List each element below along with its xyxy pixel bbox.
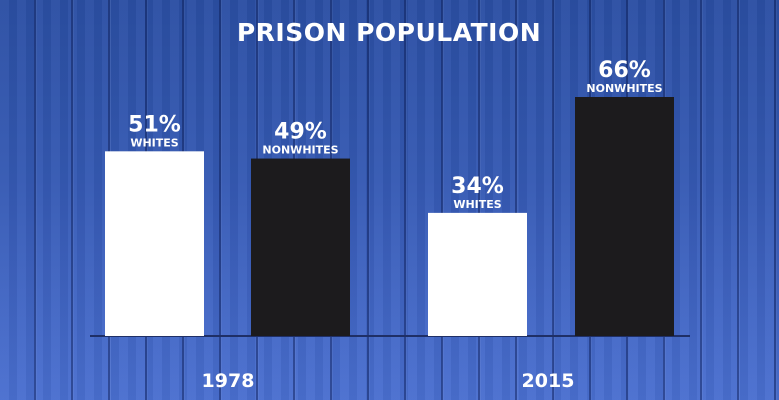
bars-group bbox=[105, 97, 674, 336]
series-label-nonwhites-2015: NONWHITES bbox=[586, 82, 662, 95]
series-label-whites-1978: WHITES bbox=[130, 136, 178, 149]
bar-whites-2015 bbox=[428, 212, 527, 336]
value-label-nonwhites-2015: 66% bbox=[598, 58, 651, 83]
chart-title: PRISON POPULATION bbox=[237, 18, 541, 47]
series-label-nonwhites-1978: NONWHITES bbox=[262, 144, 338, 157]
labels-group: 51%WHITES34%WHITES49%NONWHITES66%NONWHIT… bbox=[128, 58, 662, 392]
value-label-whites-2015: 34% bbox=[451, 174, 504, 199]
value-label-nonwhites-1978: 49% bbox=[274, 120, 327, 145]
category-label-2015: 2015 bbox=[522, 370, 575, 392]
series-label-whites-2015: WHITES bbox=[453, 198, 501, 211]
category-label-1978: 1978 bbox=[202, 370, 255, 392]
bar-nonwhites-2015 bbox=[575, 97, 674, 336]
value-label-whites-1978: 51% bbox=[128, 112, 181, 137]
bar-nonwhites-1978 bbox=[251, 158, 350, 336]
bar-whites-1978 bbox=[105, 151, 204, 336]
